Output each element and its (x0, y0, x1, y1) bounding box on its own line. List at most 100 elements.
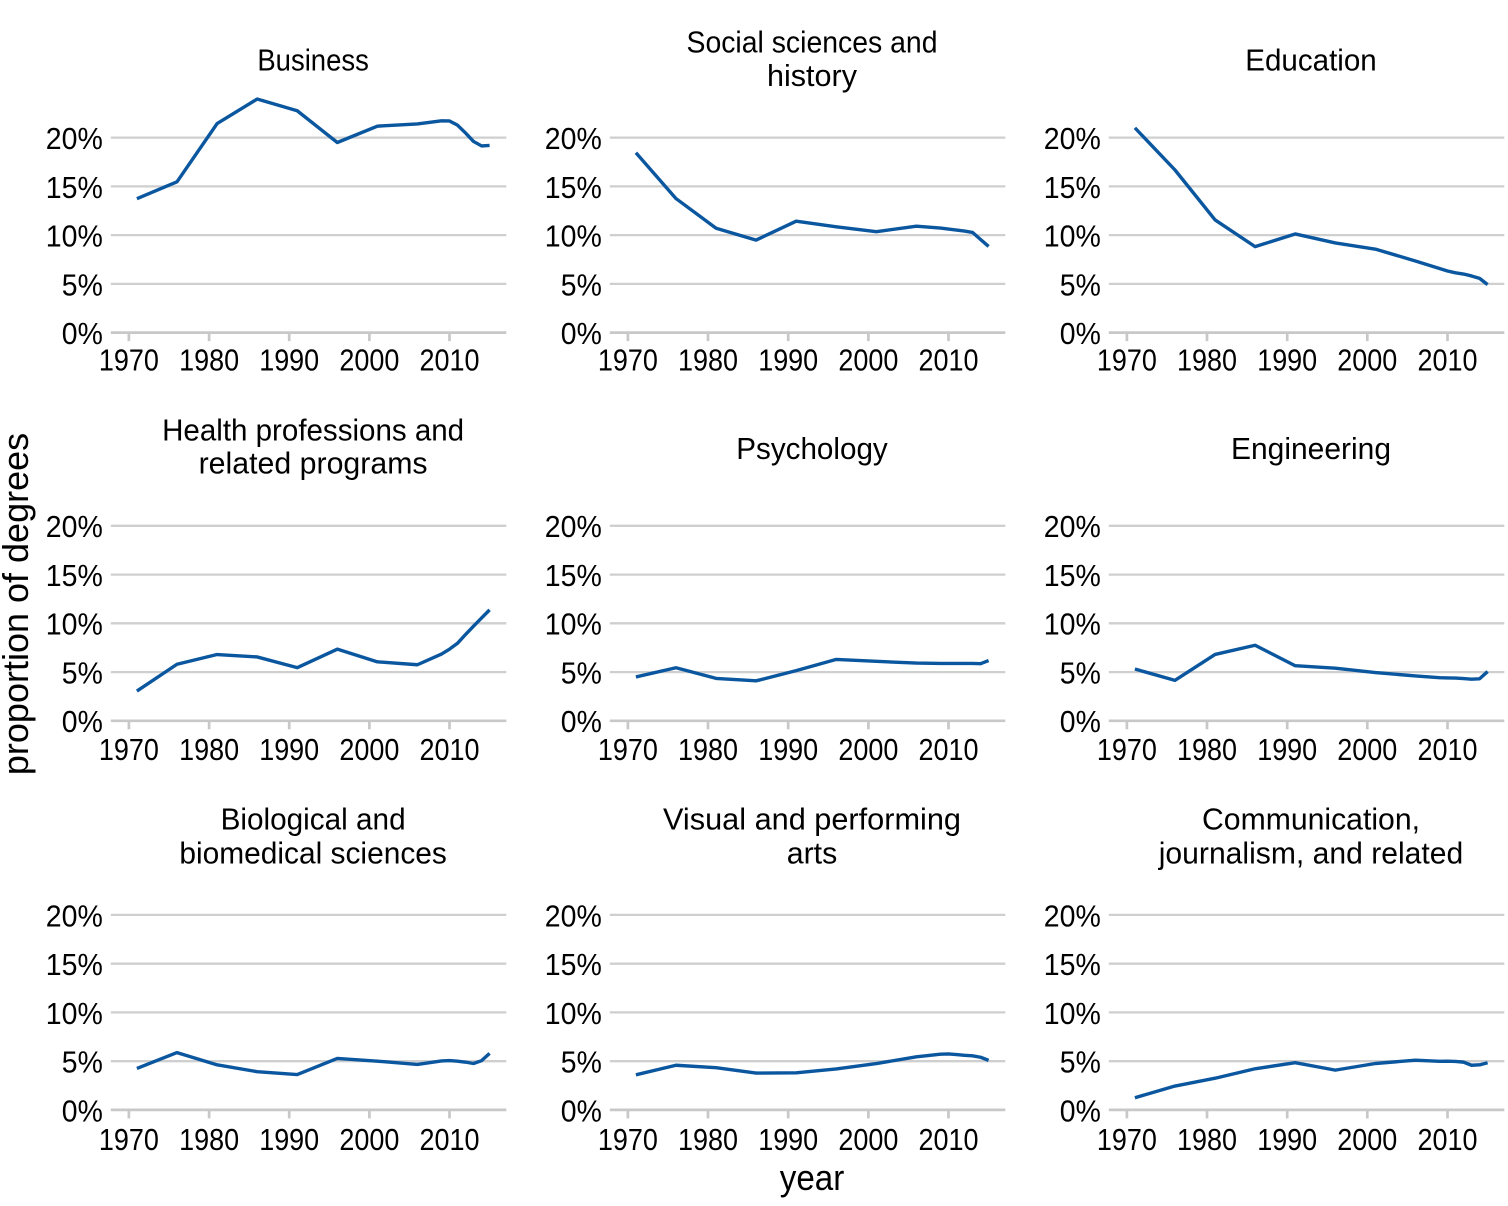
svg-text:5%: 5% (62, 267, 103, 302)
svg-text:1970: 1970 (1097, 342, 1157, 377)
svg-text:1970: 1970 (1097, 732, 1157, 767)
svg-text:proportion of degrees: proportion of degrees (0, 433, 36, 775)
svg-text:5%: 5% (1060, 1045, 1101, 1080)
svg-text:1990: 1990 (1257, 732, 1317, 767)
svg-text:10%: 10% (46, 996, 103, 1031)
svg-text:20%: 20% (545, 898, 602, 933)
svg-text:1990: 1990 (259, 1122, 319, 1157)
svg-text:0%: 0% (1060, 704, 1101, 739)
svg-text:1970: 1970 (598, 1122, 658, 1157)
svg-text:1980: 1980 (179, 342, 239, 377)
svg-text:10%: 10% (1044, 219, 1101, 254)
svg-text:Health professions and: Health professions and (162, 412, 464, 447)
svg-text:1980: 1980 (678, 342, 738, 377)
svg-text:0%: 0% (561, 316, 602, 351)
svg-text:2000: 2000 (339, 342, 399, 377)
svg-text:15%: 15% (1044, 170, 1101, 205)
svg-text:20%: 20% (1044, 509, 1101, 544)
svg-text:5%: 5% (1060, 656, 1101, 691)
svg-text:2010: 2010 (919, 342, 979, 377)
svg-text:20%: 20% (545, 509, 602, 544)
svg-text:Social sciences and: Social sciences and (687, 24, 938, 59)
svg-text:2010: 2010 (919, 1122, 979, 1157)
svg-text:year: year (780, 1157, 845, 1198)
svg-text:biomedical sciences: biomedical sciences (179, 835, 447, 870)
svg-text:2000: 2000 (838, 342, 898, 377)
svg-text:10%: 10% (545, 996, 602, 1031)
svg-text:15%: 15% (1044, 947, 1101, 982)
svg-text:15%: 15% (1044, 558, 1101, 593)
svg-text:5%: 5% (62, 656, 103, 691)
svg-text:Visual and performing: Visual and performing (663, 802, 961, 837)
svg-text:2010: 2010 (420, 342, 480, 377)
svg-text:1980: 1980 (678, 1122, 738, 1157)
svg-text:20%: 20% (46, 509, 103, 544)
svg-text:history: history (767, 58, 857, 93)
svg-text:2000: 2000 (339, 732, 399, 767)
svg-text:1990: 1990 (259, 342, 319, 377)
svg-text:1990: 1990 (758, 732, 818, 767)
svg-text:0%: 0% (561, 704, 602, 739)
svg-text:1990: 1990 (1257, 1122, 1317, 1157)
svg-text:Business: Business (257, 42, 369, 77)
svg-text:1980: 1980 (1177, 732, 1237, 767)
svg-text:1980: 1980 (179, 1122, 239, 1157)
svg-text:1990: 1990 (259, 732, 319, 767)
svg-text:Psychology: Psychology (736, 431, 888, 466)
svg-text:10%: 10% (1044, 607, 1101, 642)
svg-text:20%: 20% (1044, 121, 1101, 156)
svg-text:15%: 15% (46, 170, 103, 205)
svg-text:2000: 2000 (838, 732, 898, 767)
svg-text:1970: 1970 (99, 1122, 159, 1157)
svg-text:2010: 2010 (919, 732, 979, 767)
svg-text:0%: 0% (62, 704, 103, 739)
svg-text:1970: 1970 (99, 732, 159, 767)
svg-text:15%: 15% (46, 558, 103, 593)
svg-text:2010: 2010 (1418, 342, 1478, 377)
svg-text:2010: 2010 (1418, 1122, 1478, 1157)
svg-text:0%: 0% (1060, 1093, 1101, 1128)
svg-text:0%: 0% (1060, 316, 1101, 351)
svg-text:1980: 1980 (1177, 1122, 1237, 1157)
svg-text:1970: 1970 (1097, 1122, 1157, 1157)
svg-text:1980: 1980 (179, 732, 239, 767)
svg-text:1990: 1990 (758, 1122, 818, 1157)
svg-text:2010: 2010 (420, 1122, 480, 1157)
svg-text:2010: 2010 (420, 732, 480, 767)
svg-text:1980: 1980 (678, 732, 738, 767)
svg-text:1980: 1980 (1177, 342, 1237, 377)
svg-text:0%: 0% (561, 1093, 602, 1128)
svg-text:15%: 15% (545, 558, 602, 593)
svg-text:Biological and: Biological and (221, 802, 406, 837)
svg-text:2000: 2000 (1337, 732, 1397, 767)
svg-text:20%: 20% (46, 121, 103, 156)
svg-text:2000: 2000 (838, 1122, 898, 1157)
svg-text:1970: 1970 (99, 342, 159, 377)
svg-text:10%: 10% (545, 219, 602, 254)
svg-text:5%: 5% (561, 267, 602, 302)
svg-text:10%: 10% (46, 607, 103, 642)
svg-text:5%: 5% (561, 1045, 602, 1080)
svg-text:1990: 1990 (1257, 342, 1317, 377)
svg-text:Communication,: Communication, (1202, 802, 1420, 837)
svg-text:10%: 10% (1044, 996, 1101, 1031)
svg-text:Education: Education (1245, 42, 1377, 77)
svg-text:10%: 10% (46, 219, 103, 254)
svg-text:20%: 20% (545, 121, 602, 156)
svg-text:20%: 20% (46, 898, 103, 933)
svg-text:2010: 2010 (1418, 732, 1478, 767)
svg-text:5%: 5% (62, 1045, 103, 1080)
svg-text:1970: 1970 (598, 732, 658, 767)
svg-text:Engineering: Engineering (1231, 431, 1391, 466)
svg-text:0%: 0% (62, 1093, 103, 1128)
svg-text:1970: 1970 (598, 342, 658, 377)
svg-text:journalism, and related: journalism, and related (1158, 835, 1463, 870)
svg-text:10%: 10% (545, 607, 602, 642)
svg-text:0%: 0% (62, 316, 103, 351)
svg-text:20%: 20% (1044, 898, 1101, 933)
svg-text:15%: 15% (545, 947, 602, 982)
svg-text:5%: 5% (1060, 267, 1101, 302)
svg-text:2000: 2000 (1337, 342, 1397, 377)
svg-text:related programs: related programs (199, 446, 428, 481)
svg-text:1990: 1990 (758, 342, 818, 377)
